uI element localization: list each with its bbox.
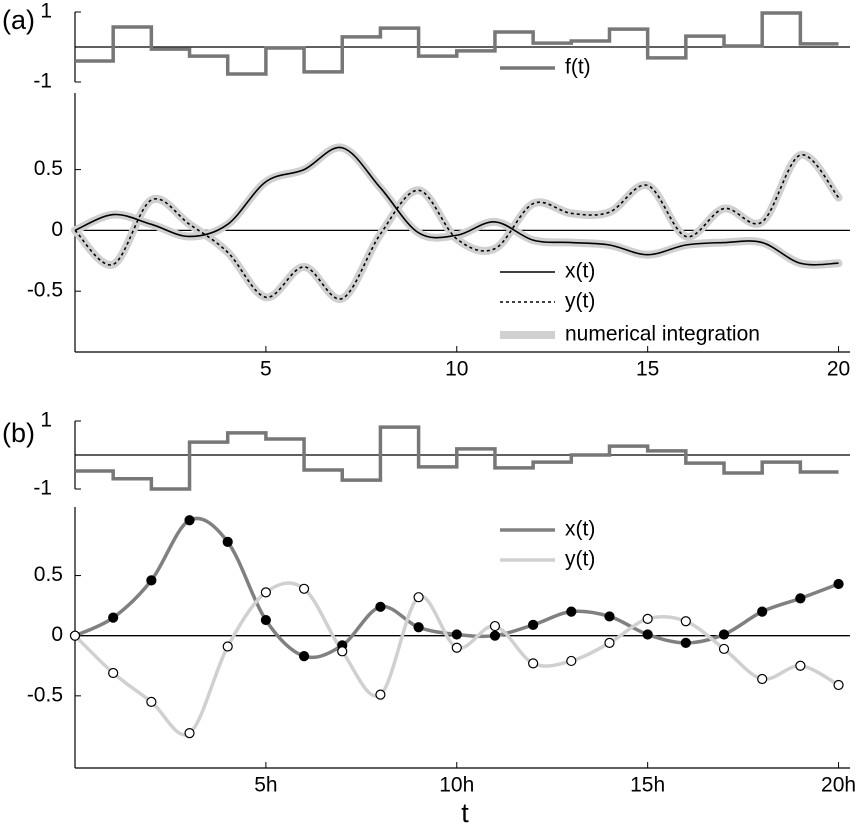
point xyxy=(69,630,81,641)
legend-label: x(t) xyxy=(565,260,595,283)
point xyxy=(604,637,615,649)
x-tick-label: 5 xyxy=(260,358,272,381)
point xyxy=(642,629,653,640)
point xyxy=(298,583,310,594)
point xyxy=(108,612,119,623)
y-tick-label: 0.5 xyxy=(34,563,63,586)
x-tick-label: 15 xyxy=(636,358,659,381)
y-tick-label: -1 xyxy=(33,70,52,93)
point xyxy=(680,637,691,649)
panel-label: (a) xyxy=(2,5,35,35)
point xyxy=(489,620,501,632)
point xyxy=(146,696,157,707)
point xyxy=(833,679,844,691)
y-tick-label: 1 xyxy=(40,0,52,23)
y-tick-label: -0.5 xyxy=(27,279,63,302)
point xyxy=(375,689,386,700)
y-tick-label: -0.5 xyxy=(27,683,63,706)
point xyxy=(528,619,539,630)
point xyxy=(833,578,844,590)
x-tick-label: 10 xyxy=(445,358,468,381)
point xyxy=(222,641,233,652)
point xyxy=(604,611,615,622)
x-tick-label: 20h xyxy=(821,774,856,797)
y-tick-label: 0 xyxy=(51,623,63,646)
x-axis-label: t xyxy=(461,798,469,828)
point xyxy=(108,667,119,679)
point xyxy=(260,614,271,626)
y-tick-label: -1 xyxy=(33,477,52,500)
y-tick-label: 0 xyxy=(51,218,63,241)
series-line xyxy=(74,154,840,300)
x-tick-label: 20 xyxy=(827,358,850,381)
y-tick-label: 1 xyxy=(40,409,52,432)
legend-label: f(t) xyxy=(565,56,591,79)
point xyxy=(146,575,157,586)
panel-label: (b) xyxy=(2,418,35,448)
legend-label: x(t) xyxy=(565,518,595,541)
step-line xyxy=(75,11,839,76)
point xyxy=(757,606,768,617)
reference-line xyxy=(71,151,843,303)
step-line xyxy=(75,425,839,491)
point xyxy=(337,646,348,657)
point xyxy=(795,660,806,671)
legend-label: numerical integration xyxy=(565,323,760,346)
x-tick-label: 10h xyxy=(439,774,474,797)
point xyxy=(451,629,462,640)
point xyxy=(566,655,577,667)
point xyxy=(451,642,462,653)
point xyxy=(566,606,577,617)
point xyxy=(413,622,424,633)
point xyxy=(413,592,424,603)
point xyxy=(298,651,310,662)
point xyxy=(260,587,271,598)
point xyxy=(489,630,501,641)
point xyxy=(375,601,386,612)
legend-label: y(t) xyxy=(565,548,595,571)
x-tick-label: 5h xyxy=(254,774,277,797)
series-line xyxy=(74,146,839,266)
point xyxy=(680,616,691,627)
point xyxy=(757,673,768,685)
point xyxy=(718,643,730,655)
y-tick-label: 0.5 xyxy=(34,157,63,180)
point xyxy=(528,658,539,669)
point xyxy=(642,613,653,624)
point xyxy=(718,629,730,640)
legend-label: y(t) xyxy=(565,290,595,313)
series-line xyxy=(73,581,840,737)
point xyxy=(222,536,233,547)
point xyxy=(184,728,195,739)
point xyxy=(184,515,195,526)
x-tick-label: 15h xyxy=(630,774,665,797)
point xyxy=(795,593,806,604)
